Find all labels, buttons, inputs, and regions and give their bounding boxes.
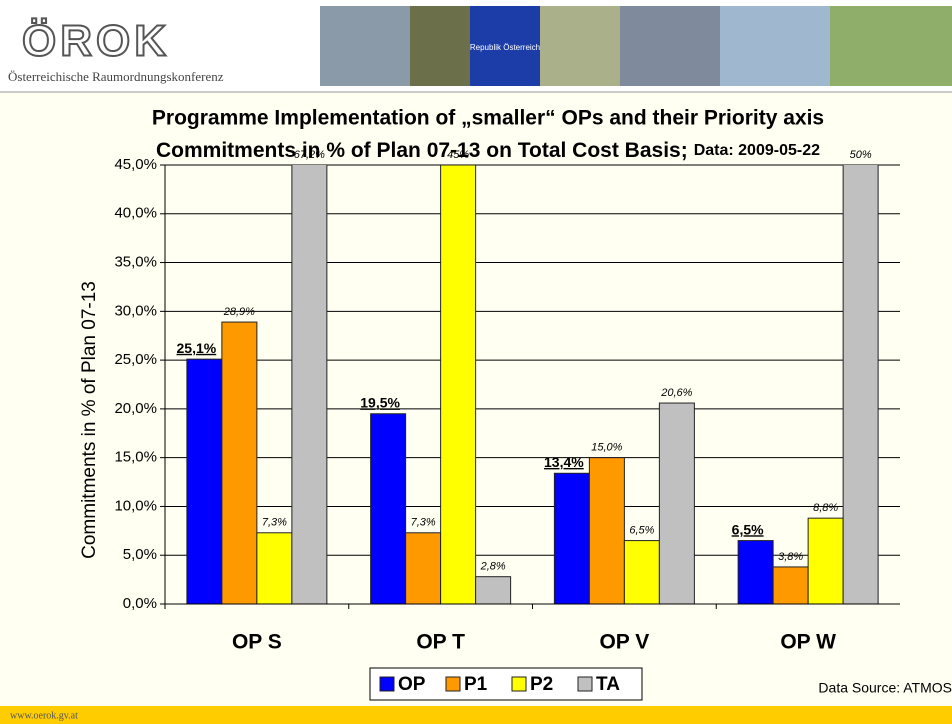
header-image	[470, 6, 540, 86]
logo: ÖROK	[22, 17, 170, 66]
header-image	[720, 6, 830, 86]
y-tick-label: 0,0%	[123, 595, 157, 612]
bar	[440, 165, 477, 605]
bar	[553, 472, 590, 605]
value-label: 13,4%	[544, 454, 584, 470]
y-tick-label: 10,0%	[114, 497, 157, 514]
y-tick-label: 5,0%	[123, 546, 157, 563]
legend-swatch	[379, 676, 395, 692]
footer-url: www.oerok.gv.at	[10, 710, 78, 721]
organisation: Österreichische Raumordnungskonferenz	[8, 69, 224, 84]
y-tick-label: 35,0%	[114, 254, 157, 271]
value-label: 67,2%	[294, 149, 325, 161]
legend-label: P2	[530, 674, 553, 695]
x-tick-label: OP S	[232, 631, 282, 654]
value-label: 19,5%	[360, 394, 400, 410]
bar	[256, 532, 293, 605]
value-label: 50%	[850, 149, 872, 161]
y-tick-label: 25,0%	[114, 351, 157, 368]
footer	[0, 706, 952, 724]
bar	[221, 321, 258, 605]
value-label: 8,8%	[813, 502, 838, 514]
x-tick-label: OP T	[416, 631, 465, 654]
value-label: 7,3%	[262, 517, 287, 529]
value-label: 7,3%	[411, 517, 436, 529]
bar	[772, 566, 809, 605]
legend-swatch	[577, 676, 593, 692]
chart-title: Programme Implementation of „smaller“ OP…	[152, 107, 824, 130]
header-image	[830, 6, 952, 86]
y-tick-label: 45,0%	[114, 156, 157, 173]
value-label: 3,8%	[778, 551, 803, 563]
value-label: 15,0%	[591, 442, 622, 454]
value-label: 6,5%	[629, 524, 654, 536]
bar	[405, 532, 442, 605]
x-tick-label: OP W	[780, 631, 836, 654]
y-tick-label: 30,0%	[114, 302, 157, 319]
y-tick-label: 15,0%	[114, 449, 157, 466]
bar	[807, 517, 844, 605]
bar	[658, 402, 695, 605]
value-label: 2,8%	[480, 561, 506, 573]
bar	[370, 413, 407, 605]
bar	[842, 165, 879, 605]
y-axis-label: Commitments in % of Plan 07-13	[79, 281, 100, 559]
flag-text: Republik Österreich	[470, 43, 540, 52]
chart-subtitle-line: Commitments in % of Plan 07-13 on Total …	[156, 139, 820, 162]
legend-label: OP	[398, 674, 426, 695]
value-label: 6,5%	[732, 521, 764, 537]
bar	[623, 540, 660, 605]
bar	[588, 457, 625, 605]
value-label: 45%	[447, 149, 469, 161]
bar	[186, 358, 223, 605]
chart-subtitle: Commitments in % of Plan 07-13 on Total …	[156, 139, 688, 162]
y-tick-label: 40,0%	[114, 205, 157, 222]
value-label: 25,1%	[177, 340, 217, 356]
plot-bars	[186, 165, 879, 605]
bar	[737, 540, 774, 605]
legend-box	[369, 667, 643, 701]
data-note: Data: 2009-05-22	[694, 142, 820, 159]
source: Data Source: ATMOS	[818, 680, 952, 696]
bar	[475, 576, 512, 605]
legend-label: TA	[596, 674, 620, 695]
legend-swatch	[445, 676, 461, 692]
header-image	[410, 6, 470, 86]
header-image	[620, 6, 720, 86]
legend-label: P1	[464, 674, 488, 695]
legend-swatch	[511, 676, 527, 692]
header-image	[320, 6, 410, 86]
header-image	[540, 6, 620, 86]
value-label: 28,9%	[223, 306, 255, 318]
y-tick-label: 20,0%	[114, 400, 157, 417]
x-tick-label: OP V	[599, 631, 649, 654]
value-label: 20,6%	[660, 387, 692, 399]
